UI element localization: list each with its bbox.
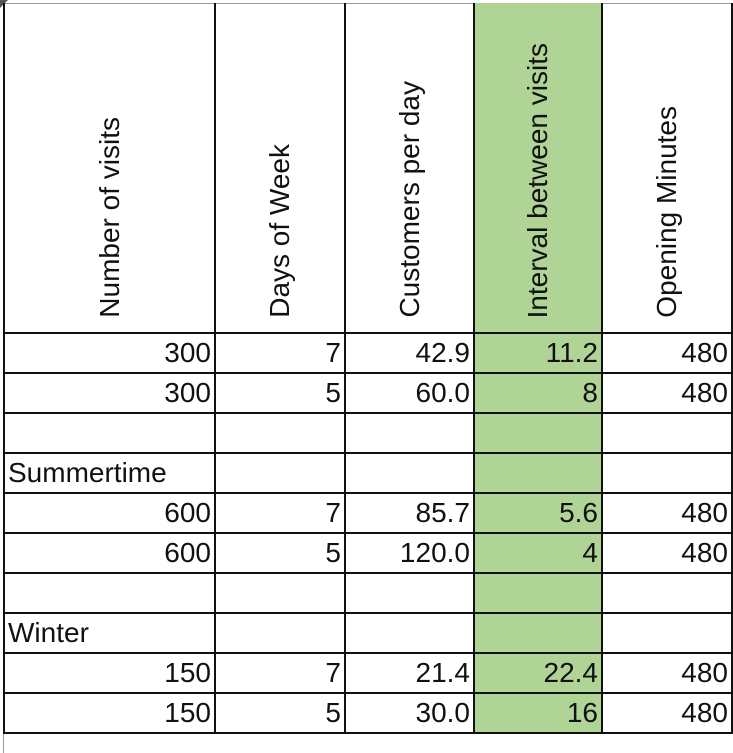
cell-number-of-visits[interactable]: 300 [3,332,216,374]
cell-days-of-week[interactable] [214,612,346,654]
header-number-of-visits[interactable]: Number of visits [3,3,216,334]
cell-opening-minutes[interactable]: 480 [601,652,733,694]
cell-interval-between-visits[interactable]: 8 [473,372,603,414]
cell-number-of-visits[interactable]: 150 [3,652,216,694]
cell-customers-per-day[interactable]: 85.7 [344,492,475,534]
table-row: 300 5 60.0 8 480 [3,372,733,414]
cell-opening-minutes[interactable] [601,572,733,614]
cell-opening-minutes[interactable]: 480 [601,372,733,414]
cell-opening-minutes[interactable] [601,612,733,654]
cell-number-of-visits[interactable]: Summertime [3,452,216,494]
cell-days-of-week[interactable]: 5 [214,532,346,574]
cell-days-of-week[interactable]: 5 [214,692,346,734]
cell-interval-between-visits[interactable]: 5.6 [473,492,603,534]
cell-customers-per-day[interactable]: 60.0 [344,372,475,414]
table-row: 300 7 42.9 11.2 480 [3,332,733,374]
header-opening-minutes[interactable]: Opening Minutes [601,3,733,334]
cell-customers-per-day[interactable] [344,452,475,494]
cell-opening-minutes[interactable]: 480 [601,692,733,734]
cell-number-of-visits[interactable]: Winter [3,612,216,654]
table-row: 600 5 120.0 4 480 [3,532,733,574]
header-days-of-week[interactable]: Days of Week [214,3,346,334]
cell-days-of-week[interactable]: 7 [214,332,346,374]
cell-number-of-visits[interactable]: 150 [3,692,216,734]
cell-customers-per-day[interactable]: 21.4 [344,652,475,694]
cell-interval-between-visits[interactable]: 22.4 [473,652,603,694]
cell-customers-per-day[interactable]: 42.9 [344,332,475,374]
cell-days-of-week[interactable] [214,452,346,494]
table-row: Winter [3,612,733,654]
cell-days-of-week[interactable]: 7 [214,492,346,534]
cell-customers-per-day[interactable] [344,612,475,654]
header-customers-per-day[interactable]: Customers per day [344,3,475,334]
cell-customers-per-day[interactable] [344,412,475,454]
spreadsheet-table: Number of visits Days of Week Customers … [3,3,733,734]
table-row: Summertime [3,452,733,494]
cell-days-of-week[interactable]: 7 [214,652,346,694]
cell-number-of-visits[interactable]: 600 [3,532,216,574]
cell-number-of-visits[interactable]: 300 [3,372,216,414]
cell-interval-between-visits[interactable]: 4 [473,532,603,574]
cell-opening-minutes[interactable]: 480 [601,492,733,534]
cell-interval-between-visits[interactable]: 11.2 [473,332,603,374]
header-row: Number of visits Days of Week Customers … [3,3,733,334]
cell-number-of-visits[interactable] [3,412,216,454]
header-interval-between-visits[interactable]: Interval between visits [473,3,603,334]
cell-interval-between-visits[interactable] [473,412,603,454]
table-row [3,412,733,454]
table-row: 150 7 21.4 22.4 480 [3,652,733,694]
table-row: 600 7 85.7 5.6 480 [3,492,733,534]
cell-days-of-week[interactable]: 5 [214,372,346,414]
cell-number-of-visits[interactable] [3,572,216,614]
cell-opening-minutes[interactable]: 480 [601,532,733,574]
cell-days-of-week[interactable] [214,572,346,614]
table-row: 150 5 30.0 16 480 [3,692,733,734]
cell-customers-per-day[interactable]: 30.0 [344,692,475,734]
cell-opening-minutes[interactable]: 480 [601,332,733,374]
cell-opening-minutes[interactable] [601,452,733,494]
cell-opening-minutes[interactable] [601,412,733,454]
cell-interval-between-visits[interactable] [473,572,603,614]
cell-customers-per-day[interactable] [344,572,475,614]
cell-interval-between-visits[interactable] [473,612,603,654]
cell-interval-between-visits[interactable]: 16 [473,692,603,734]
cell-interval-between-visits[interactable] [473,452,603,494]
cell-customers-per-day[interactable]: 120.0 [344,532,475,574]
table-row [3,572,733,614]
cell-days-of-week[interactable] [214,412,346,454]
cell-number-of-visits[interactable]: 600 [3,492,216,534]
